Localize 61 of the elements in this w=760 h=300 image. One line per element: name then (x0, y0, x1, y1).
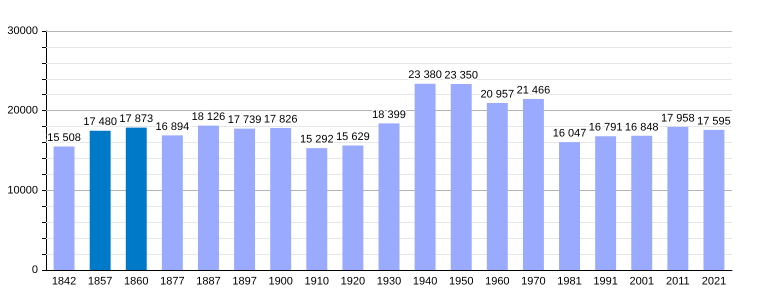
bar (667, 126, 688, 270)
bar (126, 128, 147, 270)
bar (90, 130, 111, 270)
x-tick-label: 1860 (124, 276, 149, 288)
x-tick-label: 1842 (52, 276, 76, 288)
bar (450, 84, 472, 270)
bar (595, 136, 616, 270)
bar (198, 126, 219, 270)
y-tick-label: 10000 (7, 184, 38, 196)
data-label: 17 873 (119, 113, 154, 126)
data-label: 23 350 (444, 69, 478, 82)
x-tick-label: 1930 (376, 276, 402, 288)
data-label: 17 480 (83, 116, 117, 128)
x-tick-label: 1900 (268, 276, 293, 288)
x-tick-label: 1950 (448, 276, 474, 288)
x-tick-label: 1981 (557, 276, 582, 288)
data-label: 16 848 (624, 121, 659, 134)
y-tick-label: 30000 (7, 25, 38, 37)
data-label: 18 399 (372, 108, 406, 121)
x-tick-label: 1910 (304, 276, 330, 288)
bar (414, 84, 436, 270)
bar (342, 145, 364, 270)
data-label: 23 380 (408, 69, 442, 82)
x-tick-label: 1877 (160, 276, 185, 288)
x-tick-label: 1970 (521, 276, 546, 288)
data-label: 15 508 (47, 132, 81, 144)
x-tick-label: 1940 (412, 276, 438, 288)
data-label: 17 739 (228, 114, 262, 126)
x-tick-label: 2011 (666, 276, 690, 288)
data-label: 21 466 (516, 84, 550, 96)
data-label: 15 629 (336, 130, 370, 143)
data-label: 16 894 (156, 120, 190, 133)
data-label: 20 957 (480, 88, 514, 101)
bar (162, 135, 183, 270)
data-label: 17 826 (264, 113, 298, 126)
x-tick-label: 2021 (702, 276, 726, 288)
bar (54, 146, 75, 270)
y-tick-label: 20000 (7, 104, 38, 117)
x-tick-label: 1920 (340, 276, 366, 288)
data-label: 16 047 (552, 128, 586, 140)
x-tick-label: 1897 (232, 276, 257, 288)
bar (522, 98, 544, 270)
data-label: 16 791 (588, 122, 622, 134)
data-label: 15 292 (300, 134, 334, 146)
x-tick-label: 1887 (196, 276, 221, 288)
bar (486, 103, 508, 270)
bar (270, 128, 292, 270)
x-tick-label: 1960 (485, 276, 510, 288)
y-tick-label: 0 (32, 264, 38, 276)
bar (631, 136, 652, 270)
x-tick-label: 2001 (629, 276, 654, 288)
bar (234, 128, 256, 270)
data-label: 17 958 (661, 112, 695, 124)
bar (378, 123, 400, 270)
x-tick-label: 1857 (88, 276, 112, 288)
data-label: 18 126 (192, 111, 226, 124)
bar (703, 130, 724, 270)
bar (559, 142, 580, 270)
data-label: 17 595 (697, 115, 731, 128)
bar (306, 148, 328, 270)
x-tick-label: 1991 (593, 276, 618, 288)
